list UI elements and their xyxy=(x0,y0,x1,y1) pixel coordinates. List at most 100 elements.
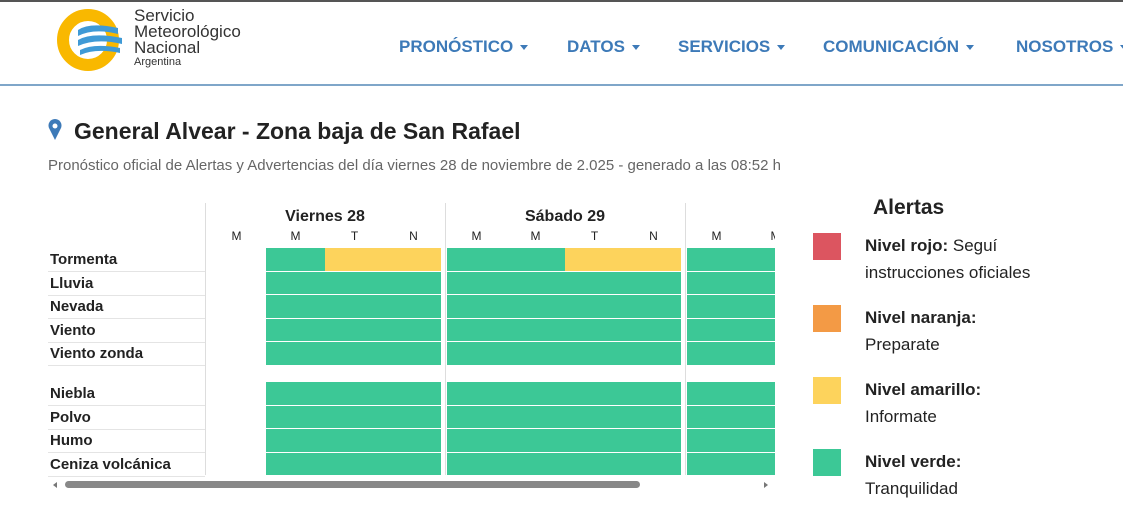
row-label: Polvo xyxy=(50,408,91,426)
day-header: Sábado 29 xyxy=(524,208,606,225)
alert-cell xyxy=(506,295,565,318)
alert-cell xyxy=(624,452,681,475)
legend-swatch xyxy=(813,449,841,476)
nav-item[interactable]: DATOS xyxy=(567,37,640,57)
legend-desc: Informate xyxy=(865,407,937,426)
alert-cell xyxy=(565,318,624,341)
alert-cell xyxy=(325,382,384,405)
alert-cell xyxy=(506,429,565,452)
alert-cell xyxy=(565,295,624,318)
row-line xyxy=(48,475,205,477)
legend-text: Nivel rojo: Seguí instrucciones oficiale… xyxy=(865,232,1065,286)
legend-title: Alertas xyxy=(873,196,945,219)
period-label: M xyxy=(746,229,776,243)
row-line xyxy=(48,271,205,272)
pin-icon xyxy=(48,119,62,140)
period-label: T xyxy=(350,229,359,243)
alert-cell xyxy=(506,452,565,475)
alert-cell xyxy=(266,318,325,341)
row-label: Nevada xyxy=(50,298,104,315)
alert-cell xyxy=(687,295,746,318)
alert-cell xyxy=(746,271,775,294)
alert-cell xyxy=(325,248,384,271)
row-label: Tormenta xyxy=(50,251,118,268)
alert-cell xyxy=(325,452,384,475)
legend-desc: Tranquilidad xyxy=(865,479,958,498)
alert-cell xyxy=(687,318,746,341)
alert-cell xyxy=(565,342,624,365)
legend-swatch xyxy=(813,305,841,332)
alert-cell xyxy=(447,382,506,405)
alert-cell xyxy=(266,342,325,365)
nav-item[interactable]: SERVICIOS xyxy=(678,37,785,57)
alert-cell xyxy=(447,405,506,428)
alert-cell xyxy=(746,342,775,365)
legend-level: Nivel amarillo: xyxy=(865,380,982,399)
alert-cell xyxy=(506,405,565,428)
alert-cell xyxy=(384,295,441,318)
alert-cell xyxy=(447,342,506,365)
alert-cell xyxy=(384,382,441,405)
alert-cell xyxy=(325,271,384,294)
nav-item[interactable]: COMUNICACIÓN xyxy=(823,37,974,57)
alert-cell xyxy=(266,429,325,452)
alert-cell xyxy=(506,382,565,405)
alert-cell xyxy=(624,248,681,271)
alert-cell xyxy=(624,342,681,365)
nav-item[interactable]: NOSOTROS xyxy=(1016,37,1123,57)
row-line xyxy=(48,428,205,430)
alert-cell xyxy=(746,429,775,452)
row-line xyxy=(48,365,205,366)
alert-cell xyxy=(746,382,775,405)
location-subtitle: Pronóstico oficial de Alertas y Adverten… xyxy=(48,157,781,174)
alert-cell xyxy=(506,271,565,294)
period-label: M xyxy=(530,229,541,243)
legend-text: Nivel naranja: Preparate xyxy=(865,304,1065,358)
period-label: N xyxy=(649,229,658,243)
alert-cell xyxy=(687,452,746,475)
legend-text: Nivel amarillo: Informate xyxy=(865,376,1065,430)
period-label: M xyxy=(471,229,482,243)
alert-cell xyxy=(687,405,746,428)
row-label: Viento zonda xyxy=(50,345,144,362)
alert-cell xyxy=(266,382,325,405)
alert-cell xyxy=(565,248,624,271)
alert-cell xyxy=(447,271,506,294)
nav-item[interactable]: PRONÓSTICO xyxy=(399,37,528,57)
alert-cell xyxy=(384,342,441,365)
alert-cell xyxy=(506,342,565,365)
day-header: Viernes 28 xyxy=(285,208,365,225)
alert-cell xyxy=(325,429,384,452)
period-label: M xyxy=(290,229,301,243)
alert-cell xyxy=(447,318,506,341)
alert-cell xyxy=(266,452,325,475)
period-label: N xyxy=(409,229,418,243)
legend-level: Nivel rojo: xyxy=(865,236,949,255)
alert-cell xyxy=(565,429,624,452)
alert-cell xyxy=(624,318,681,341)
alert-cell xyxy=(624,405,681,428)
alert-cell xyxy=(565,405,624,428)
alert-cell xyxy=(384,271,441,294)
scrollbar[interactable] xyxy=(50,480,772,490)
alert-cell xyxy=(384,405,441,428)
alert-cell xyxy=(624,429,681,452)
row-line xyxy=(48,341,205,343)
alert-cell xyxy=(447,452,506,475)
alert-cell xyxy=(506,318,565,341)
alert-cell xyxy=(266,271,325,294)
alert-cell xyxy=(266,295,325,318)
alert-cell xyxy=(746,318,775,341)
alert-cell xyxy=(325,342,384,365)
row-label: Niebla xyxy=(50,385,96,402)
row-label: Viento xyxy=(50,321,96,339)
alert-cell xyxy=(266,248,325,271)
legend-desc: Seguí instrucciones oficiales xyxy=(865,236,1031,282)
alert-cell xyxy=(687,382,746,405)
alert-cell xyxy=(266,405,325,428)
alert-cell xyxy=(565,271,624,294)
alert-cell xyxy=(506,248,565,271)
legend-level: Nivel verde: xyxy=(865,452,962,471)
period-label: T xyxy=(590,229,599,243)
